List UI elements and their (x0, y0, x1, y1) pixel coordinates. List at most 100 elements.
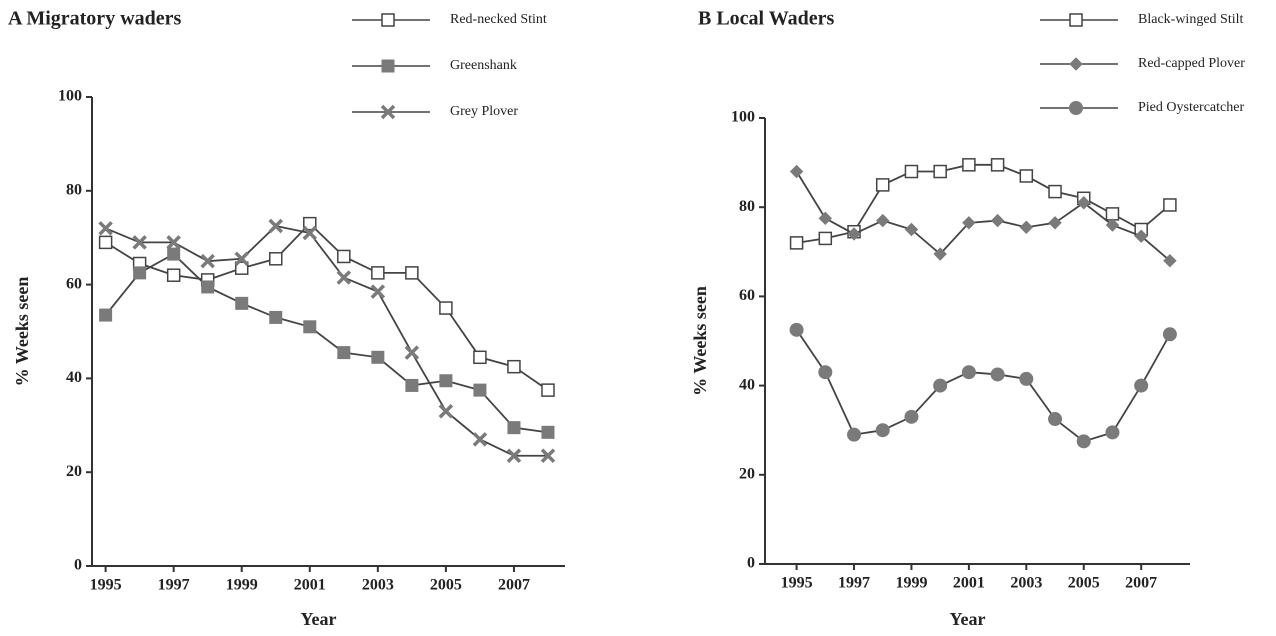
x-tick-label: 2001 (953, 575, 985, 592)
marker (303, 216, 317, 231)
marker (337, 346, 351, 360)
x-axis-label: Year (301, 609, 337, 629)
marker (933, 247, 947, 261)
marker (167, 247, 181, 261)
legend-label: Greenshank (450, 58, 517, 73)
y-tick-label: 20 (739, 465, 755, 482)
marker (404, 345, 420, 360)
marker (847, 227, 861, 241)
marker (405, 378, 419, 392)
x-tick-label: 1997 (158, 577, 190, 594)
x-tick-label: 1995 (90, 577, 122, 594)
y-tick-label: 40 (66, 369, 82, 386)
marker (990, 158, 1005, 172)
marker (904, 222, 919, 237)
marker (370, 284, 386, 299)
y-tick-label: 20 (66, 463, 82, 480)
marker (1048, 412, 1063, 427)
marker (875, 423, 890, 438)
x-tick-label: 2003 (1010, 575, 1042, 592)
series-line (795, 329, 1171, 443)
marker (933, 378, 948, 393)
marker (1076, 434, 1091, 449)
marker (990, 213, 1005, 228)
marker (473, 350, 487, 365)
legend-label: Red-necked Stint (450, 12, 547, 27)
marker (541, 383, 555, 397)
marker (234, 251, 249, 267)
x-tick-label: 1995 (781, 575, 813, 592)
legend-marker (1069, 101, 1083, 115)
marker (507, 421, 521, 435)
marker (438, 403, 454, 419)
marker (818, 231, 833, 246)
x-tick-label: 1999 (895, 575, 927, 592)
marker (234, 261, 249, 275)
marker (269, 252, 283, 266)
legend-label: Black-winged Stilt (1138, 12, 1243, 27)
y-tick-label: 80 (66, 181, 82, 198)
marker (1162, 327, 1177, 342)
marker (506, 448, 522, 464)
x-tick-label: 2007 (498, 577, 530, 594)
marker (337, 249, 351, 264)
marker (1048, 216, 1062, 230)
marker (166, 235, 181, 250)
marker (507, 359, 521, 374)
marker (133, 266, 147, 280)
marker (990, 367, 1005, 382)
marker (904, 409, 919, 424)
marker (847, 427, 862, 442)
marker (875, 178, 890, 192)
legend-marker (381, 59, 395, 73)
marker (99, 308, 113, 322)
x-axis-label: Year (950, 609, 986, 629)
marker (439, 301, 453, 315)
marker (302, 225, 318, 241)
legend-marker (381, 13, 395, 27)
legend-label: Pied Oystercatcher (1138, 100, 1244, 115)
marker (962, 158, 976, 172)
marker (439, 374, 453, 388)
marker (933, 164, 947, 179)
marker (371, 350, 385, 364)
marker (98, 235, 113, 250)
y-tick-label: 0 (74, 557, 82, 574)
marker (876, 213, 890, 228)
marker (789, 236, 804, 250)
marker (98, 221, 113, 236)
marker (961, 365, 976, 380)
legend-marker (1069, 13, 1083, 27)
x-tick-label: 2005 (1068, 575, 1100, 592)
marker (269, 310, 283, 324)
marker (1019, 371, 1034, 386)
y-tick-label: 0 (747, 555, 755, 572)
marker (540, 448, 556, 464)
chart-title: A Migratory waders (8, 8, 182, 30)
marker (235, 296, 249, 310)
marker (904, 164, 919, 179)
marker (1019, 169, 1034, 183)
marker (1019, 220, 1034, 234)
marker (541, 425, 555, 439)
marker (473, 383, 487, 397)
marker (1134, 229, 1148, 243)
marker (201, 280, 215, 294)
legend-label: Red-capped Plover (1138, 56, 1245, 71)
series-line (795, 171, 1171, 262)
marker (1048, 184, 1062, 199)
marker (472, 432, 488, 447)
marker (1105, 218, 1120, 232)
marker (789, 164, 804, 179)
y-axis-label: % Weeks seen (12, 277, 32, 387)
marker (166, 268, 181, 282)
marker (405, 266, 419, 280)
y-tick-label: 40 (739, 376, 755, 393)
marker (371, 266, 385, 280)
marker (1105, 207, 1120, 221)
marker (336, 270, 352, 285)
legend-marker (380, 104, 396, 120)
marker (303, 320, 317, 334)
marker (132, 235, 147, 250)
